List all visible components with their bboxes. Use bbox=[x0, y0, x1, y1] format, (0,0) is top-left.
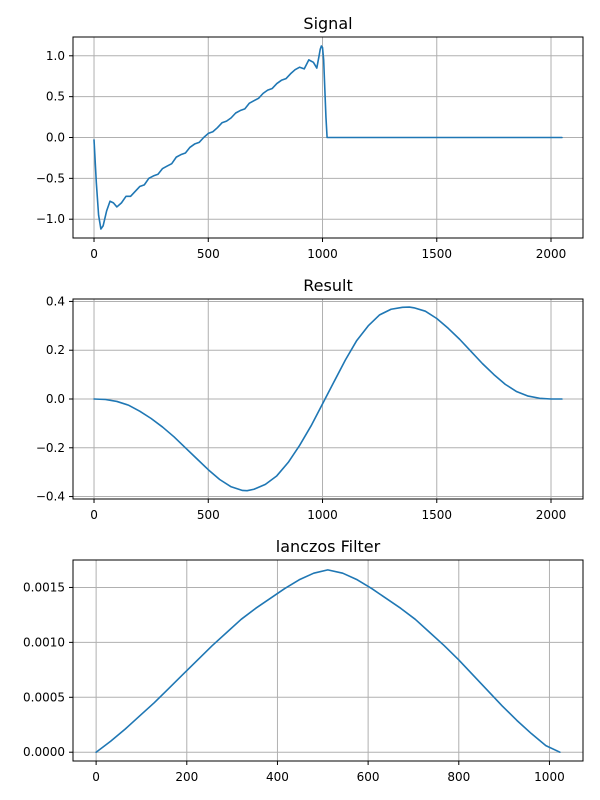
x-tick-label: 2000 bbox=[536, 247, 567, 261]
x-tick-label: 1500 bbox=[421, 508, 452, 522]
grid-lines bbox=[73, 560, 583, 761]
y-tick-label: 0.0005 bbox=[23, 690, 65, 704]
x-tick-label: 400 bbox=[266, 770, 289, 784]
series-line-1 bbox=[93, 45, 563, 230]
y-tick-label: 0.0000 bbox=[23, 745, 65, 759]
y-tick-label: 0.4 bbox=[46, 294, 65, 308]
y-tick-label: 0.0015 bbox=[23, 580, 65, 594]
chart-title: lanczos Filter bbox=[276, 537, 381, 556]
series-line-1 bbox=[93, 306, 563, 492]
x-tick-label: 200 bbox=[175, 770, 198, 784]
y-tick-label: 0.2 bbox=[46, 343, 65, 357]
x-tick-label: 800 bbox=[447, 770, 470, 784]
plot-frame bbox=[72, 559, 584, 762]
chart-panel-2: Result 0 500 1000 1500 2000 0.4 0.2 0.0 −0.2 −0.4 bbox=[36, 276, 584, 522]
y-tick-label: −0.2 bbox=[36, 441, 65, 455]
y-tick-label: −0.4 bbox=[36, 490, 65, 504]
y-tick-label: 0.0010 bbox=[23, 635, 65, 649]
x-tick-label: 1000 bbox=[307, 247, 338, 261]
y-tick-label: 1.0 bbox=[46, 49, 65, 63]
x-tick-label: 600 bbox=[357, 770, 380, 784]
y-tick-label: −1.0 bbox=[36, 212, 65, 226]
y-tick-label: −0.5 bbox=[36, 171, 65, 185]
x-tick-label: 1500 bbox=[421, 247, 452, 261]
x-tick-label: 500 bbox=[197, 247, 220, 261]
chart-title: Signal bbox=[303, 14, 352, 33]
x-tick-label: 2000 bbox=[536, 508, 567, 522]
x-tick-label: 1000 bbox=[534, 770, 565, 784]
x-tick-label: 0 bbox=[90, 247, 98, 261]
y-tick-label: 0.0 bbox=[46, 392, 65, 406]
y-tick-label: 0.0 bbox=[46, 131, 65, 145]
x-tick-label: 500 bbox=[197, 508, 220, 522]
chart-panel-1: Signal 0 500 1000 1500 2000 1.0 0.5 0.0 −0.5 −1.0 bbox=[36, 14, 584, 261]
chart-title: Result bbox=[303, 276, 352, 295]
x-tick-label: 0 bbox=[92, 770, 100, 784]
x-tick-label: 1000 bbox=[307, 508, 338, 522]
chart-panel-3: lanczos Filter 0 200 400 600 800 1000 0.0015 0.0… bbox=[23, 537, 584, 784]
grid-lines bbox=[73, 299, 583, 499]
y-tick-label: 0.5 bbox=[46, 90, 65, 104]
x-tick-label: 0 bbox=[90, 508, 98, 522]
series-line-1 bbox=[95, 569, 561, 754]
